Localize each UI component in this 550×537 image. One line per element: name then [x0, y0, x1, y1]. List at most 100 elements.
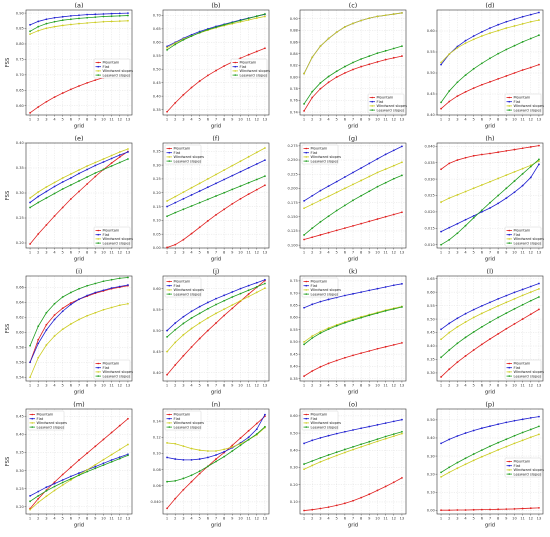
y-tick-label: 0.70: [16, 73, 25, 77]
x-tick-label: 5: [473, 517, 475, 521]
data-point: [198, 80, 201, 82]
y-tick-label: 0.20: [427, 472, 436, 476]
data-point: [489, 152, 491, 155]
data-point: [247, 293, 250, 295]
data-point: [182, 191, 185, 194]
y-tick-label: 0.30: [153, 163, 162, 167]
data-point: [360, 167, 363, 169]
data-point: [505, 20, 508, 23]
x-axis-label: grid: [211, 257, 221, 263]
x-axis-label: grid: [348, 257, 358, 263]
y-tick-label: 0.30: [427, 371, 436, 375]
data-point: [464, 355, 467, 357]
x-tick-label: 8: [223, 118, 226, 122]
y-tick-label: 0.75: [16, 58, 24, 62]
legend-marker: [508, 362, 511, 365]
legend-marker: [31, 422, 34, 424]
data-point: [78, 474, 80, 477]
data-point: [401, 161, 403, 164]
data-point: [53, 25, 56, 28]
data-point: [456, 95, 459, 97]
data-point: [327, 195, 330, 198]
data-point: [538, 433, 540, 436]
legend-marker: [168, 284, 171, 287]
legend-label: Leeward slopes: [174, 425, 202, 429]
data-point: [78, 287, 80, 290]
data-point: [166, 480, 168, 483]
data-point: [472, 154, 475, 157]
y-tick-label: 0.88: [290, 29, 299, 33]
data-point: [239, 299, 242, 302]
data-point: [215, 454, 217, 456]
data-point: [384, 49, 387, 52]
legend-marker: [97, 70, 100, 72]
data-point: [464, 321, 467, 323]
data-point: [206, 456, 209, 459]
data-point: [190, 194, 193, 196]
legend-box: [164, 410, 202, 431]
legend-label: Flat: [103, 233, 110, 237]
data-point: [223, 208, 226, 211]
y-tick-label: 0.30: [290, 466, 299, 470]
data-point: [94, 311, 97, 314]
data-point: [69, 466, 72, 469]
data-point: [247, 19, 250, 21]
data-point: [303, 234, 305, 236]
x-tick-label: 12: [528, 384, 533, 388]
data-point: [311, 439, 314, 442]
data-point: [190, 35, 193, 38]
x-tick-label: 5: [473, 118, 475, 122]
data-point: [384, 58, 387, 61]
data-point: [456, 46, 459, 49]
data-point: [327, 215, 330, 218]
data-point: [166, 110, 168, 113]
data-point: [319, 365, 322, 368]
y-tick-label: 0.70: [153, 14, 162, 18]
data-point: [480, 325, 483, 328]
data-point: [368, 17, 371, 20]
data-point: [69, 303, 72, 306]
data-point: [521, 294, 524, 297]
data-point: [505, 197, 508, 200]
data-point: [231, 21, 234, 24]
data-point: [384, 435, 387, 438]
data-point: [198, 337, 201, 340]
data-point: [61, 310, 64, 313]
x-tick-label: 4: [327, 251, 330, 255]
data-point: [521, 22, 524, 25]
data-point: [86, 16, 89, 19]
data-point: [198, 305, 201, 308]
panel-title: (d): [485, 2, 494, 10]
data-point: [472, 453, 475, 455]
data-point: [45, 190, 48, 193]
y-tick-label: 0.55: [153, 54, 161, 58]
data-point: [223, 23, 226, 26]
x-tick-label: 13: [537, 384, 542, 388]
data-point: [472, 508, 475, 511]
x-tick-label: 6: [70, 384, 73, 388]
legend-label: Leeward slopes: [103, 241, 131, 245]
y-tick-label: 0.82: [290, 64, 298, 68]
data-point: [215, 26, 217, 29]
data-point: [206, 301, 209, 304]
data-point: [118, 156, 121, 158]
data-point: [174, 201, 177, 204]
x-tick-label: 6: [70, 251, 73, 255]
y-tick-label: 0.60: [290, 414, 299, 418]
data-point: [239, 57, 242, 60]
data-point: [206, 28, 209, 31]
x-tick-label: 1: [29, 384, 31, 388]
y-tick-label: 0.35: [153, 149, 161, 153]
data-point: [456, 342, 459, 345]
y-tick-label: 0.64: [16, 300, 25, 304]
x-tick-label: 3: [182, 384, 184, 388]
data-point: [360, 291, 363, 294]
data-point: [497, 316, 500, 319]
data-point: [343, 430, 346, 433]
data-point: [69, 88, 72, 91]
data-point: [69, 173, 72, 175]
data-point: [102, 158, 105, 160]
legend-label: Flat: [514, 233, 521, 237]
data-point: [61, 181, 64, 183]
